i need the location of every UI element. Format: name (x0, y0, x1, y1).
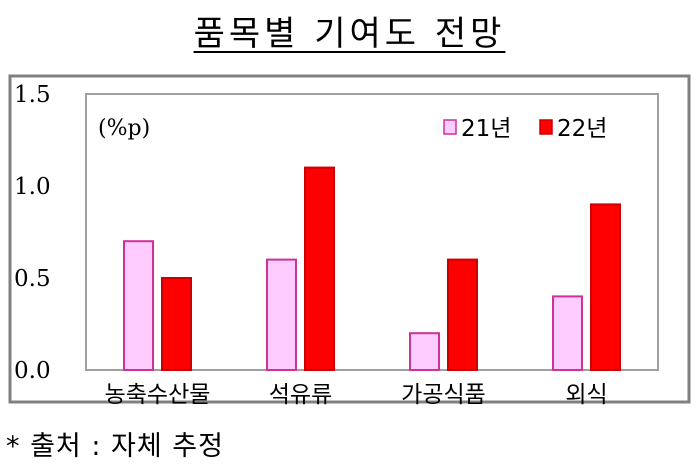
bar-series-1 (552, 295, 583, 371)
unit-label: (%p) (98, 116, 150, 141)
bar-series-1 (123, 240, 154, 371)
legend-label: 22년 (557, 116, 607, 142)
bar-series-2 (447, 258, 478, 372)
y-tick-label: 0.0 (14, 358, 51, 384)
x-category-label: 가공식품 (401, 382, 486, 408)
bar-series-1 (266, 258, 297, 372)
legend-swatch (443, 119, 457, 135)
y-tick-label: 1.5 (14, 82, 51, 108)
x-category-label: 외식 (565, 382, 607, 408)
bar-series-2 (304, 166, 335, 371)
source-note: * 출처 : 자체 추정 (6, 431, 224, 462)
x-category-label: 농축수산물 (105, 382, 211, 408)
legend-swatch (539, 119, 553, 135)
legend-label: 21년 (461, 116, 511, 142)
y-tick-label: 0.5 (14, 266, 51, 292)
chart-title: 품목별 기여도 전망 (193, 14, 506, 54)
x-category-label: 석유류 (269, 382, 332, 408)
bar-series-1 (409, 332, 440, 372)
bar-series-2 (161, 277, 192, 371)
bar-series-2 (590, 203, 621, 371)
y-tick-label: 1.0 (14, 174, 51, 200)
